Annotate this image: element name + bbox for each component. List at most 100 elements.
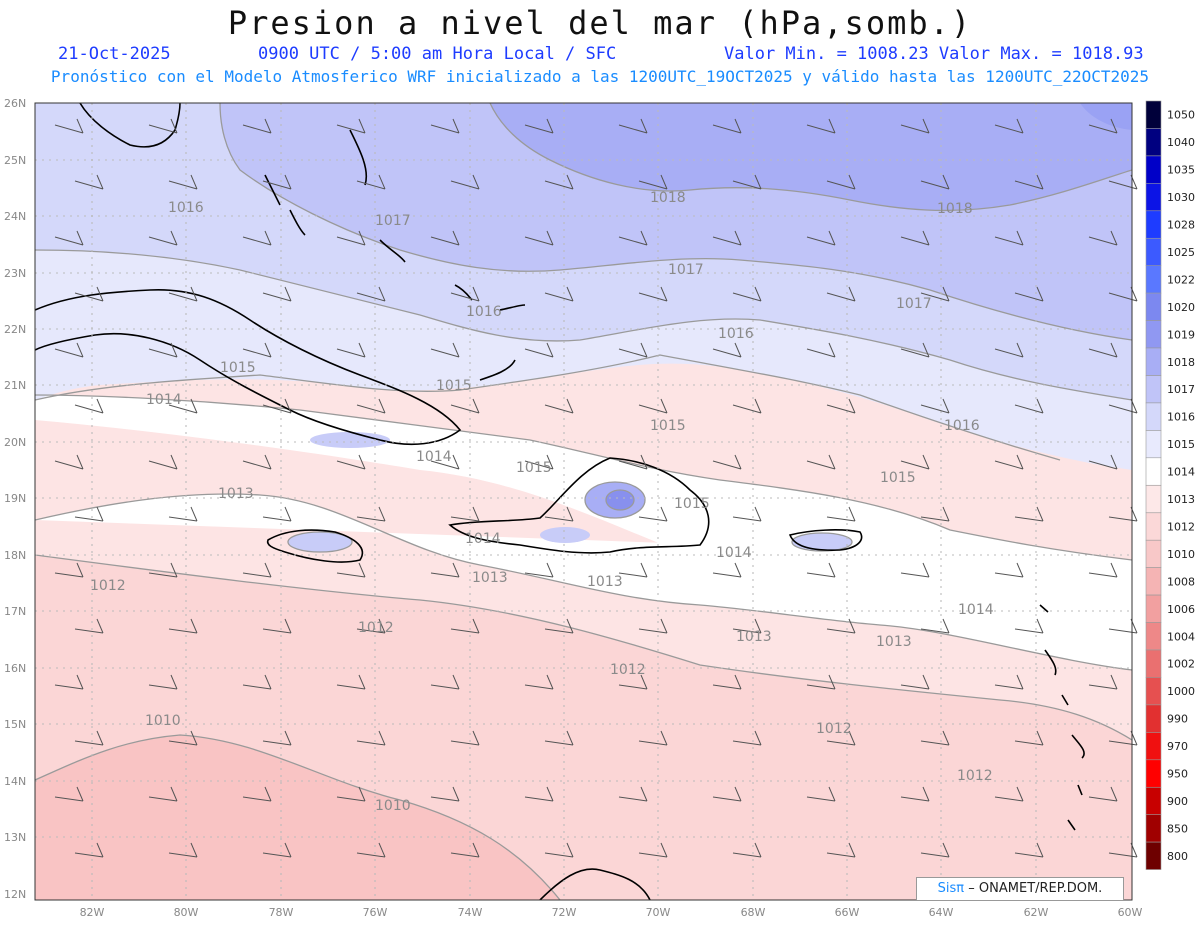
wind-barb: [732, 286, 762, 302]
lon-tick-label: 66W: [835, 906, 860, 919]
wind-barb: [544, 618, 574, 634]
contour-label: 1018: [650, 190, 686, 206]
colorbar-label: 1008: [1167, 575, 1195, 588]
colorbar-swatch: [1145, 786, 1162, 816]
wind-barb: [430, 454, 460, 470]
contour-label: 1012: [90, 578, 126, 594]
cuba-high: [310, 432, 390, 448]
colorbar-swatch: [1145, 622, 1162, 651]
colorbar-label: 990: [1167, 713, 1188, 726]
wind-barb: [994, 562, 1024, 578]
wind-barb: [1088, 230, 1118, 246]
colorbar-swatch: [1145, 484, 1162, 514]
wind-barb: [524, 118, 554, 134]
lat-tick-label: 15N: [4, 718, 26, 731]
wind-barb: [262, 286, 292, 302]
colorbar-swatch: [1145, 238, 1162, 267]
wind-barb: [638, 398, 668, 414]
lon-tick-label: 70W: [646, 906, 671, 919]
colorbar-label: 1022: [1167, 273, 1195, 286]
colorbar-label: 950: [1167, 768, 1188, 781]
wind-barb: [920, 286, 950, 302]
wind-barb: [356, 286, 386, 302]
lon-tick-label: 78W: [269, 906, 294, 919]
wind-barb: [994, 674, 1024, 690]
wind-barb: [356, 730, 386, 746]
wind-barb: [356, 398, 386, 414]
contour-label: 1015: [220, 360, 256, 376]
wind-barb: [430, 786, 460, 802]
colorbar-label: 850: [1167, 822, 1188, 835]
contour-label: 1012: [816, 721, 852, 737]
lat-tick-label: 13N: [4, 831, 26, 844]
colorbar-label: 1050: [1167, 109, 1195, 122]
colorbar-label: 1006: [1167, 603, 1195, 616]
wind-barb: [826, 398, 856, 414]
wind-barb: [54, 786, 84, 802]
wind-barb: [430, 230, 460, 246]
wind-barb: [618, 786, 648, 802]
colorbar-label: 900: [1167, 795, 1188, 808]
colorbar-label: 1002: [1167, 658, 1195, 671]
wind-barb: [544, 842, 574, 858]
wind-barb: [638, 174, 668, 190]
wind-barb: [826, 174, 856, 190]
wind-barb: [900, 786, 930, 802]
wind-barb: [430, 674, 460, 690]
contour-label: 1018: [937, 201, 973, 217]
lat-axis: 26N 25N 24N 23N 22N 21N 20N 19N 18N 17N …: [4, 97, 26, 901]
wind-barb: [618, 454, 648, 470]
colorbar-swatch: [1145, 210, 1162, 239]
wind-barb: [806, 230, 836, 246]
wind-barb: [900, 562, 930, 578]
colorbar-label: 1010: [1167, 548, 1195, 561]
colorbar-label: 1015: [1167, 438, 1195, 451]
lat-tick-label: 16N: [4, 662, 26, 675]
band-1010: [35, 735, 560, 900]
wind-barb: [712, 342, 742, 358]
lon-tick-label: 62W: [1024, 906, 1049, 919]
wind-barb: [1014, 286, 1044, 302]
wind-barb: [168, 618, 198, 634]
colorbar-label: 1040: [1167, 136, 1195, 149]
wind-barb: [618, 118, 648, 134]
colorbar-swatch: [1145, 759, 1162, 788]
colorbar-label: 800: [1167, 850, 1188, 863]
wind-barb: [920, 842, 950, 858]
shaded-fields: [35, 103, 1132, 900]
wind-barb: [994, 454, 1024, 470]
contour-label: 1016: [718, 326, 754, 342]
wind-barb: [74, 618, 104, 634]
wind-barb: [148, 562, 178, 578]
wind-barb: [712, 454, 742, 470]
wind-barb: [242, 118, 272, 134]
colorbar-swatch: [1145, 292, 1162, 321]
wind-barb: [732, 730, 762, 746]
lon-tick-label: 72W: [552, 906, 577, 919]
contour-label: 1012: [358, 620, 394, 636]
wind-barb: [524, 674, 554, 690]
wind-barb: [242, 454, 272, 470]
lat-tick-label: 17N: [4, 605, 26, 618]
wind-barb: [430, 118, 460, 134]
lat-tick-label: 24N: [4, 210, 26, 223]
colorbar-swatch: [1145, 814, 1162, 843]
contour-label: 1015: [436, 378, 472, 394]
contour-label: 1010: [145, 713, 181, 729]
wind-barb: [826, 286, 856, 302]
lon-tick-label: 80W: [174, 906, 199, 919]
wind-barb: [544, 174, 574, 190]
wind-barb: [806, 118, 836, 134]
colorbar-label: 1004: [1167, 630, 1195, 643]
contour-label: 1014: [146, 392, 182, 408]
wind-barb: [524, 342, 554, 358]
contour-label: 1013: [218, 486, 254, 502]
chart-title: Presion a nivel del mar (hPa,somb.): [227, 4, 973, 42]
wind-barb: [356, 174, 386, 190]
wind-barb: [994, 786, 1024, 802]
lat-tick-label: 23N: [4, 267, 26, 280]
contour-label: 1013: [876, 634, 912, 650]
jamaica-high: [288, 532, 352, 552]
colorbar-swatch: [1145, 430, 1162, 459]
wind-barb: [242, 562, 272, 578]
